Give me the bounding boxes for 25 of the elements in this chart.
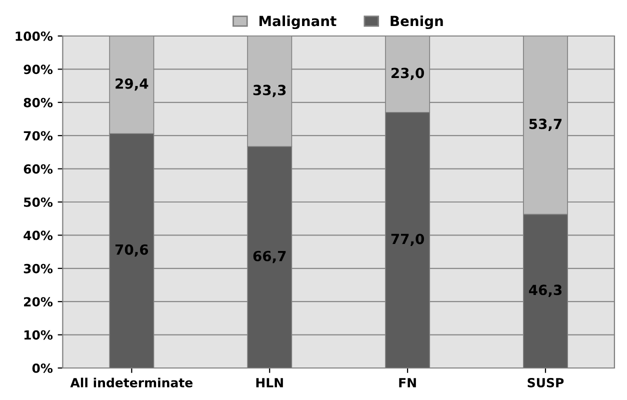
y-tick-label: 10% — [24, 330, 53, 340]
y-tick-label: 20% — [24, 297, 53, 307]
x-tick-label: FN — [399, 378, 416, 388]
y-tick-label: 50% — [24, 197, 53, 207]
data-label: 29,4 — [116, 78, 148, 91]
data-label: 23,0 — [392, 68, 424, 80]
data-label: 53,7 — [529, 118, 562, 131]
data-label: 70,6 — [115, 244, 148, 257]
y-tick-label: 40% — [24, 230, 53, 240]
legend-label: Benign — [390, 16, 443, 30]
x-tick-label: SUSP — [528, 378, 564, 388]
y-tick-label: 90% — [24, 64, 53, 74]
y-tick-label: 30% — [24, 264, 53, 274]
data-label: 33,3 — [253, 84, 286, 98]
y-tick-label: 100% — [16, 31, 53, 41]
legend-label: Malignant — [260, 16, 336, 30]
y-tick-label: 70% — [24, 131, 53, 141]
y-tick-label: 0% — [32, 363, 53, 373]
x-tick-label: All indeterminate — [70, 378, 193, 388]
y-tick-label: 60% — [24, 164, 53, 174]
y-tick-label: 80% — [24, 98, 53, 108]
x-tick-label: HLN — [256, 378, 283, 388]
data-label: 77,0 — [391, 234, 424, 246]
data-label: 46,3 — [528, 284, 562, 297]
data-label: 66,7 — [253, 250, 286, 264]
